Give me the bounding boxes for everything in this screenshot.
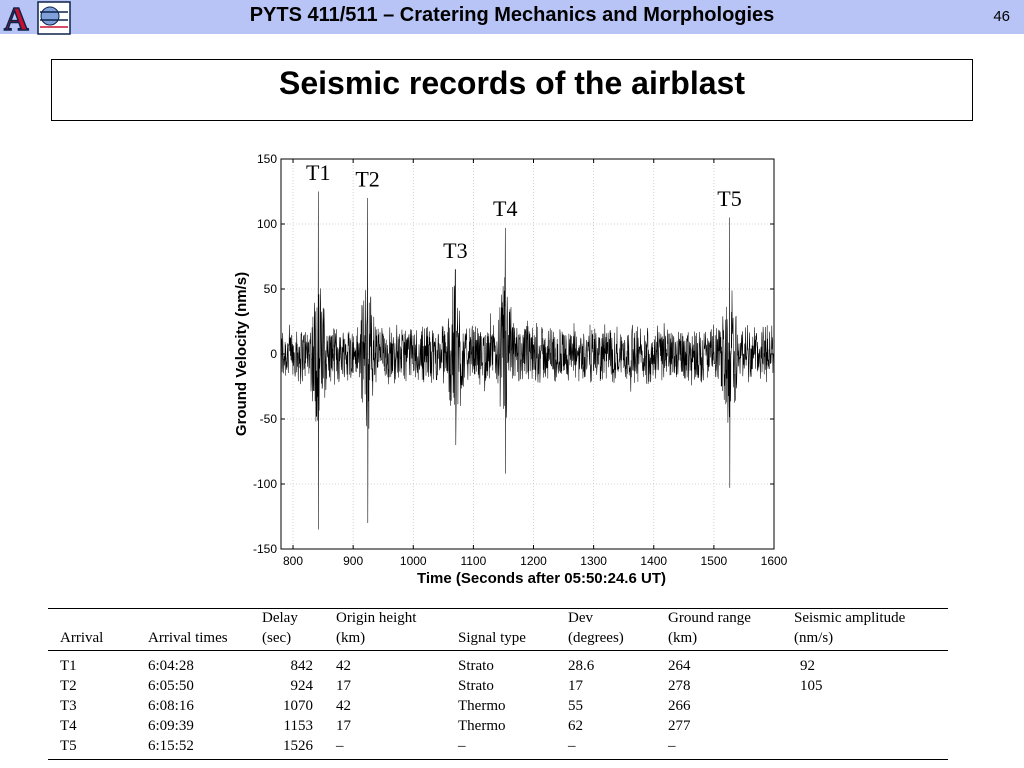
- table-header-cell: Seismic amplitude: [794, 610, 906, 626]
- table-cell: –: [568, 738, 576, 754]
- table-cell: 266: [668, 698, 691, 714]
- x-tick-label: 900: [343, 554, 363, 568]
- table-cell: T2: [60, 678, 77, 694]
- x-tick-label: 1600: [761, 554, 788, 568]
- table-cell: 6:09:39: [148, 718, 194, 734]
- spike-label: T4: [493, 196, 517, 221]
- table-cell: 6:15:52: [148, 738, 194, 754]
- table-cell: 17: [336, 678, 351, 694]
- table-header-cell: (km): [668, 630, 698, 646]
- y-axis-label: Ground Velocity (nm/s): [233, 272, 250, 436]
- table-cell: T3: [60, 698, 77, 714]
- x-tick-label: 1400: [640, 554, 667, 568]
- table-cell: 28.6: [568, 658, 595, 674]
- table-header-cell: Delay: [262, 610, 298, 626]
- table-header-cell: (degrees): [568, 630, 624, 646]
- slide-title: Seismic records of the airblast: [279, 65, 745, 101]
- table-cell: –: [668, 738, 676, 754]
- table-cell: T1: [60, 658, 77, 674]
- table-cell: Thermo: [458, 698, 506, 714]
- table-cell: 277: [668, 718, 691, 734]
- course-title: PYTS 411/511 – Cratering Mechanics and M…: [249, 4, 775, 26]
- table-cell: 42: [336, 698, 351, 714]
- page-number: 46: [993, 8, 1010, 25]
- table-header-cell: Origin height: [336, 610, 417, 626]
- table-cell: 278: [668, 678, 691, 694]
- table-cell: 1153: [283, 718, 313, 734]
- table-header-cell: (nm/s): [794, 630, 834, 646]
- spike-label: T2: [355, 166, 379, 191]
- logo-letter: A: [4, 1, 29, 36]
- table-header-cell: (sec): [262, 630, 292, 646]
- table-cell: 92: [800, 658, 815, 674]
- table-cell: 6:04:28: [148, 658, 194, 674]
- header-bar: [0, 0, 1024, 34]
- x-tick-label: 1200: [520, 554, 547, 568]
- table-cell: 42: [336, 658, 351, 674]
- table-cell: 62: [568, 718, 583, 734]
- y-tick-label: 0: [270, 347, 277, 361]
- table-header-rule: [48, 650, 948, 651]
- title-box: Seismic records of the airblast: [51, 59, 973, 121]
- table-cell: –: [458, 738, 466, 754]
- table-cell: –: [336, 738, 344, 754]
- table-cell: Thermo: [458, 718, 506, 734]
- y-tick-label: -150: [253, 542, 277, 556]
- y-tick-label: 100: [257, 217, 277, 231]
- y-tick-label: 150: [257, 152, 277, 166]
- table-cell: 55: [568, 698, 583, 714]
- x-tick-label: 1500: [701, 554, 728, 568]
- table-cell: 105: [800, 678, 823, 694]
- table-cell: 924: [290, 678, 314, 694]
- table-cell: Strato: [458, 658, 494, 674]
- table-header-cell: Signal type: [458, 630, 526, 646]
- table-cell: 264: [668, 658, 691, 674]
- table-cell: T4: [60, 718, 77, 734]
- x-tick-label: 800: [283, 554, 303, 568]
- x-tick-label: 1000: [400, 554, 427, 568]
- table-cell: 6:08:16: [148, 698, 194, 714]
- x-axis-label: Time (Seconds after 05:50:24.6 UT): [417, 570, 666, 587]
- table-header-cell: Ground range: [668, 610, 751, 626]
- seismic-chart: 800 900 1000 1100 1200 1300 1400 1500 1600150100…: [233, 152, 788, 587]
- spike-label: T5: [717, 186, 741, 211]
- seismic-trace: [280, 191, 775, 530]
- table-header-cell: (km): [336, 630, 366, 646]
- table-header-cell: Dev: [568, 610, 593, 626]
- table-cell: 1070: [283, 698, 313, 714]
- spike-label: T3: [443, 238, 467, 263]
- table-cell: Strato: [458, 678, 494, 694]
- table-cell: 17: [336, 718, 351, 734]
- university-logo: A: [3, 0, 71, 36]
- table-header-cell: Arrival times: [148, 630, 228, 646]
- table-header-cell: Arrival: [60, 630, 104, 646]
- y-tick-label: 50: [264, 282, 278, 296]
- y-tick-label: -50: [260, 412, 278, 426]
- table-cell: 842: [290, 658, 314, 674]
- table-cell: T5: [60, 738, 77, 754]
- x-tick-label: 1100: [460, 554, 486, 568]
- table-bottom-rule: [48, 759, 948, 760]
- table-cell: 6:05:50: [148, 678, 194, 694]
- table-top-rule: [48, 608, 948, 609]
- table-cell: 1526: [283, 738, 313, 754]
- y-tick-label: -100: [253, 477, 277, 491]
- table-cell: 17: [568, 678, 583, 694]
- spike-label: T1: [306, 160, 330, 185]
- x-tick-label: 1300: [580, 554, 607, 568]
